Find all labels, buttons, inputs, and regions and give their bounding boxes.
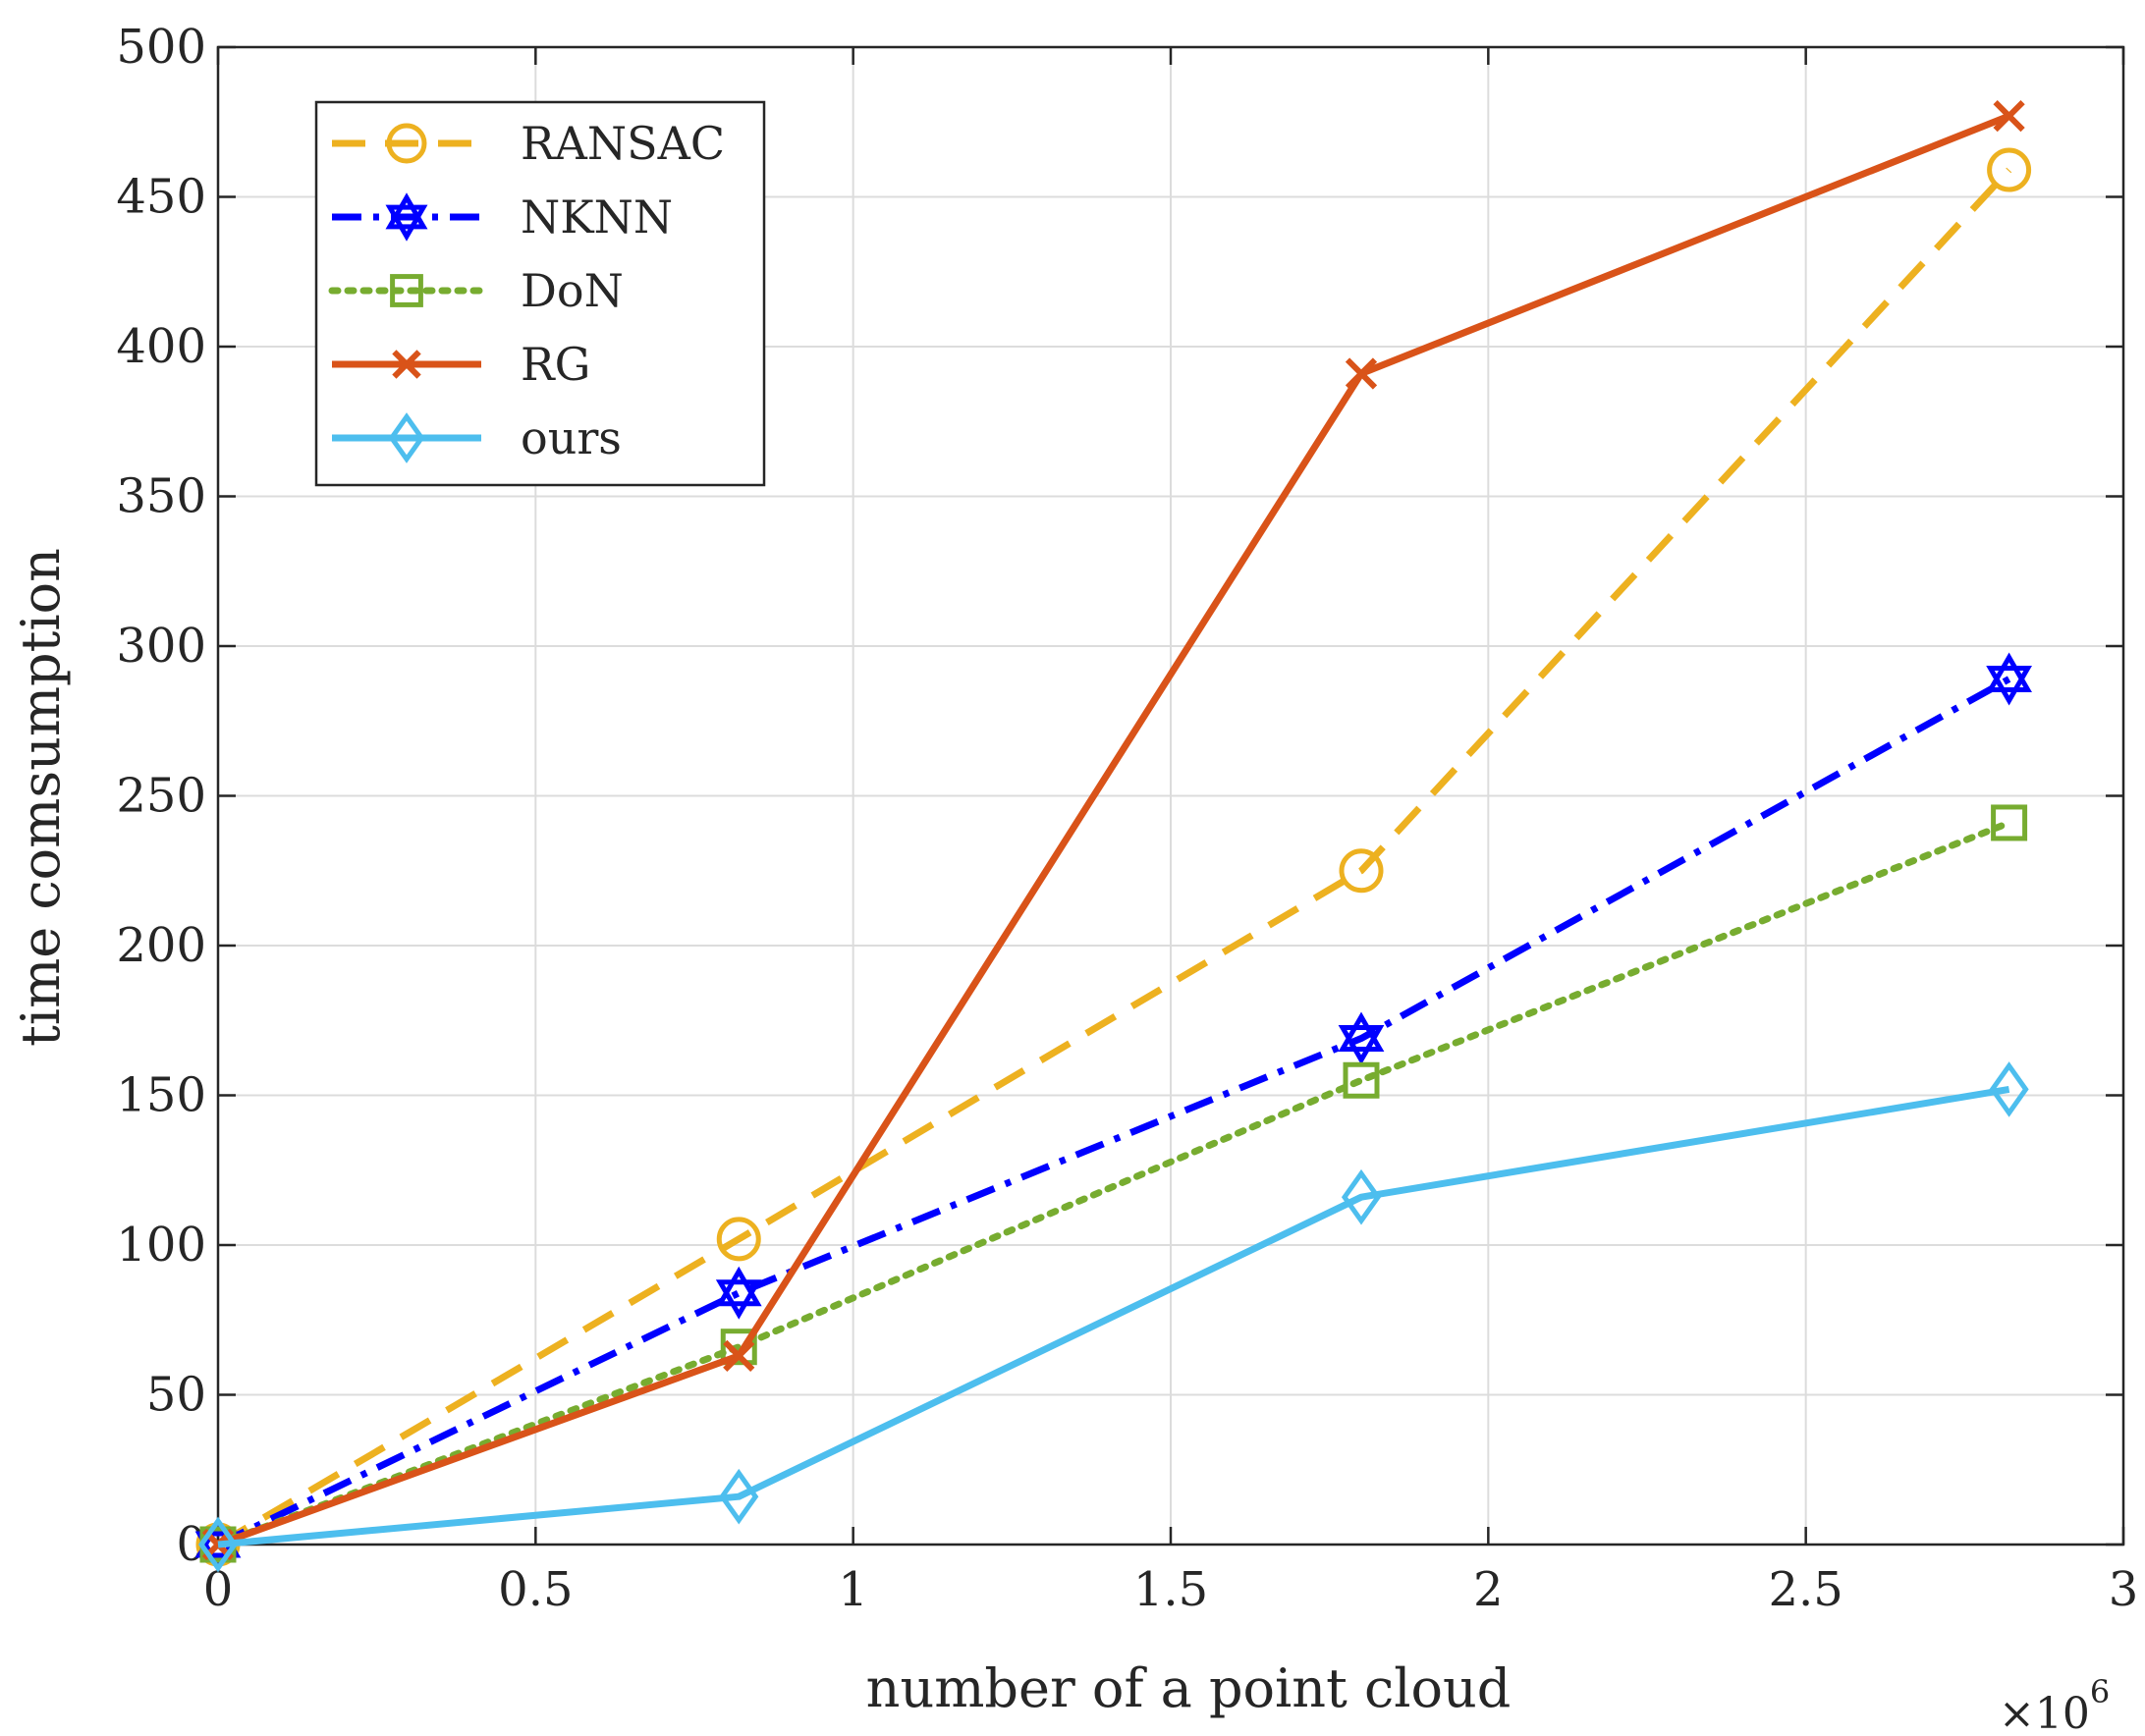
legend-item-rg: RG	[332, 338, 590, 391]
x-tick-label: 1	[838, 1562, 868, 1617]
square-marker	[390, 274, 423, 307]
x-tick-label: 1.5	[1133, 1562, 1208, 1617]
data-point-rg	[723, 1339, 755, 1372]
hexagram-triangle-down	[385, 204, 428, 242]
series-line	[216, 167, 2012, 1548]
data-point-don	[1343, 1061, 1380, 1099]
plot-series	[194, 100, 2032, 1573]
x-marker	[392, 350, 421, 379]
hexagram-triangle-up	[1338, 1011, 1385, 1053]
circle-marker	[386, 123, 427, 164]
x-axis-multiplier-base: ×10	[1999, 1689, 2090, 1736]
y-tick-label: 250	[116, 769, 206, 824]
hexagram-triangle-up	[385, 192, 428, 230]
diamond-marker	[388, 412, 425, 463]
hexagram-triangle-down	[715, 1279, 762, 1320]
series-ours	[197, 1061, 2029, 1573]
data-point-ransac	[1339, 848, 1384, 894]
y-tick-label: 50	[146, 1368, 206, 1423]
legend-item-ransac: RANSAC	[332, 117, 725, 170]
data-point-ours	[1341, 1168, 1382, 1225]
legend-label: RG	[521, 338, 590, 391]
x-axis-multiplier: ×106	[1999, 1673, 2110, 1736]
y-tick-label: 450	[116, 170, 206, 225]
y-tick-label: 400	[116, 319, 206, 374]
legend-label: NKNN	[521, 190, 673, 244]
x-tick-label: 2	[1473, 1562, 1504, 1617]
x-tick-label: 0.5	[498, 1562, 573, 1617]
hexagram-triangle-down	[1338, 1025, 1385, 1065]
y-tick-label: 200	[116, 918, 206, 973]
data-point-ours	[1989, 1061, 2029, 1117]
hexagram-triangle-up	[1986, 652, 2032, 693]
data-point-ours	[719, 1468, 759, 1525]
y-tick-label: 100	[116, 1218, 206, 1273]
data-point-nknn	[1986, 652, 2032, 706]
y-axis-label: time comsumption	[10, 548, 72, 1047]
legend-label: RANSAC	[521, 117, 725, 170]
hexagram-triangle-down	[1986, 666, 2032, 706]
data-point-nknn	[715, 1266, 762, 1320]
series-line	[217, 1085, 2010, 1548]
data-point-ransac	[1987, 147, 2032, 192]
legend-item-don: DoN	[328, 264, 624, 317]
hexagram-triangle-up	[715, 1266, 762, 1307]
data-point-rg	[1345, 357, 1378, 390]
axes: 0 0.5 1 1.5 2 2.5 3050100150200250300350400450…	[116, 20, 2138, 1617]
series-line	[214, 819, 2013, 1548]
data-point-ransac	[716, 1217, 761, 1262]
series-line	[216, 112, 2010, 1548]
data-point-nknn	[1338, 1011, 1385, 1065]
x-tick-label: 2.5	[1768, 1562, 1842, 1617]
y-tick-label: 150	[116, 1068, 206, 1123]
legend: RANSAC NKNN DoN RG ours	[314, 100, 766, 487]
y-tick-label: 300	[116, 619, 206, 674]
legend-item-ours: ours	[332, 411, 622, 464]
y-tick-label: 500	[116, 20, 206, 75]
data-point-don	[1991, 804, 2028, 841]
legend-item-nknn: NKNN	[332, 190, 673, 244]
legend-label: DoN	[521, 264, 624, 317]
data-point-ours	[197, 1516, 239, 1573]
legend-label: ours	[521, 411, 622, 464]
data-point-don	[720, 1329, 757, 1366]
x-axis-label: number of a point cloud	[866, 1657, 1512, 1719]
x-tick-label: 3	[2109, 1562, 2139, 1617]
x-axis-multiplier-exponent: 6	[2090, 1673, 2110, 1710]
hexagram-marker	[385, 192, 428, 242]
data-point-rg	[1993, 100, 2025, 133]
y-tick-label: 350	[116, 469, 206, 524]
